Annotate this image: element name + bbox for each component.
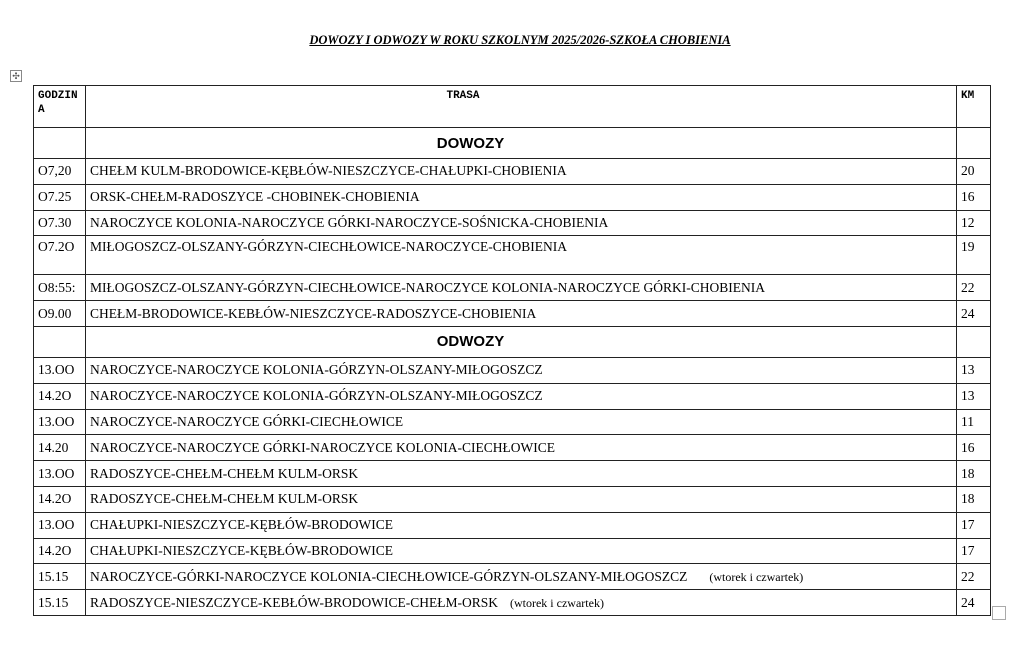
km-cell: 22	[956, 274, 991, 302]
km-cell: 24	[956, 589, 991, 616]
section-label: DOWOZY	[85, 127, 957, 159]
time-cell: 13.OO	[33, 460, 86, 487]
route-cell: NAROCZYCE-GÓRKI-NAROCZYCE KOLONIA-CIECHŁ…	[85, 563, 957, 591]
route-text: CHEŁM-BRODOWICE-KEBŁÓW-NIESZCZYCE-RADOSZ…	[90, 305, 537, 321]
route-cell: NAROCZYCE-NAROCZYCE KOLONIA-GÓRZYN-OLSZA…	[85, 382, 957, 410]
schedule-table: GODZINA TRASA KM DOWOZY O7,20 CHEŁM KULM-B…	[33, 85, 991, 616]
route-cell: NAROCZYCE-NAROCZYCE KOLONIA-GÓRZYN-OLSZA…	[85, 356, 957, 384]
days-note: (wtorek i czwartek)	[709, 569, 804, 584]
header-row: GODZINA TRASA KM	[33, 85, 991, 128]
route-cell: RADOSZYCE-CHEŁM-CHEŁM KULM-ORSK	[85, 460, 957, 487]
route-text: CHEŁM KULM-BRODOWICE-KĘBŁÓW-NIESZCZYCE-C…	[90, 163, 567, 179]
table-move-handle-icon[interactable]: ✣	[10, 70, 22, 82]
route-text: MIŁOGOSZCZ-OLSZANY-GÓRZYN-CIECHŁOWICE-NA…	[90, 239, 567, 255]
days-note: (wtorek i czwartek)	[509, 595, 604, 610]
time-cell: O7.2O	[33, 235, 86, 276]
time-cell: O8:55:	[33, 274, 86, 302]
table-row: O7.30 NAROCZYCE KOLONIA-NAROCZYCE GÓRKI-N…	[33, 209, 991, 237]
table-row: 14.20 NAROCZYCE-NAROCZYCE GÓRKI-NAROCZYCE…	[33, 434, 991, 462]
route-text: NAROCZYCE-NAROCZYCE KOLONIA-GÓRZYN-OLSZA…	[90, 388, 543, 404]
table-row: 13.OO NAROCZYCE-NAROCZYCE GÓRKI-CIECHŁOWI…	[33, 408, 991, 436]
route-text: RADOSZYCE-NIESZCZYCE-KEBŁÓW-BRODOWICE-CH…	[90, 594, 498, 610]
table-row: O7.25 ORSK-CHEŁM-RADOSZYCE -CHOBINEK-CHOB…	[33, 183, 991, 211]
route-text: NAROCZYCE-GÓRKI-NAROCZYCE KOLONIA-CIECHŁ…	[90, 568, 688, 584]
km-cell: 22	[956, 563, 991, 591]
km-cell: 12	[956, 209, 991, 237]
route-text: CHAŁUPKI-NIESZCZYCE-KĘBŁÓW-BRODOWICE	[90, 517, 393, 533]
km-cell: 18	[956, 460, 991, 487]
table-row: 13.OO RADOSZYCE-CHEŁM-CHEŁM KULM-ORSK 18	[33, 460, 991, 487]
route-cell: CHAŁUPKI-NIESZCZYCE-KĘBŁÓW-BRODOWICE	[85, 511, 957, 539]
table-row: 15.15 RADOSZYCE-NIESZCZYCE-KEBŁÓW-BRODOWI…	[33, 589, 991, 616]
km-cell: 13	[956, 382, 991, 410]
section-label: ODWOZY	[85, 325, 957, 358]
table-row: O8:55: MIŁOGOSZCZ-OLSZANY-GÓRZYN-CIECHŁOW…	[33, 274, 991, 302]
route-cell: MIŁOGOSZCZ-OLSZANY-GÓRZYN-CIECHŁOWICE-NA…	[85, 235, 957, 276]
empty-cell	[956, 325, 991, 358]
km-cell: 16	[956, 434, 991, 462]
table-resize-handle[interactable]	[992, 606, 1006, 620]
empty-cell	[956, 127, 991, 159]
km-cell: 20	[956, 158, 991, 185]
table-row: O9.00 CHEŁM-BRODOWICE-KEBŁÓW-NIESZCZYCE-R…	[33, 300, 991, 327]
time-cell: 13.OO	[33, 356, 86, 384]
header-godzina: GODZINA	[33, 85, 86, 128]
document-title: DOWOZY I ODWOZY W ROKU SZKOLNYM 2025/202…	[309, 33, 731, 47]
time-cell: 15.15	[33, 589, 86, 616]
route-cell: ORSK-CHEŁM-RADOSZYCE -CHOBINEK-CHOBIENIA	[85, 183, 957, 211]
table-row: 15.15 NAROCZYCE-GÓRKI-NAROCZYCE KOLONIA-C…	[33, 563, 991, 591]
route-cell: RADOSZYCE-CHEŁM-CHEŁM KULM-ORSK	[85, 485, 957, 513]
route-cell: NAROCZYCE-NAROCZYCE GÓRKI-NAROCZYCE KOLO…	[85, 434, 957, 462]
km-cell: 11	[956, 408, 991, 436]
section-row-dowozy: DOWOZY	[33, 127, 991, 159]
route-text: NAROCZYCE-NAROCZYCE KOLONIA-GÓRZYN-OLSZA…	[90, 362, 543, 378]
time-cell: 13.OO	[33, 408, 86, 436]
time-cell: 13.OO	[33, 511, 86, 539]
time-cell: O7,20	[33, 158, 86, 185]
header-trasa: TRASA	[85, 85, 957, 128]
time-cell: 14.20	[33, 434, 86, 462]
km-cell: 19	[956, 235, 991, 276]
km-cell: 13	[956, 356, 991, 384]
table-row: O7,20 CHEŁM KULM-BRODOWICE-KĘBŁÓW-NIESZCZ…	[33, 158, 991, 185]
time-cell: 15.15	[33, 563, 86, 591]
time-cell: 14.2O	[33, 537, 86, 565]
km-cell: 18	[956, 485, 991, 513]
table-row: 13.OO CHAŁUPKI-NIESZCZYCE-KĘBŁÓW-BRODOWIC…	[33, 511, 991, 539]
route-cell: CHAŁUPKI-NIESZCZYCE-KĘBŁÓW-BRODOWICE	[85, 537, 957, 565]
table-row: 14.2O CHAŁUPKI-NIESZCZYCE-KĘBŁÓW-BRODOWIC…	[33, 537, 991, 565]
km-cell: 24	[956, 300, 991, 327]
route-text: NAROCZYCE KOLONIA-NAROCZYCE GÓRKI-NAROCZ…	[90, 214, 609, 230]
section-row-odwozy: ODWOZY	[33, 325, 991, 358]
time-cell: O9.00	[33, 300, 86, 327]
route-text: CHAŁUPKI-NIESZCZYCE-KĘBŁÓW-BRODOWICE	[90, 542, 393, 558]
km-cell: 17	[956, 537, 991, 565]
table-row: 14.2O NAROCZYCE-NAROCZYCE KOLONIA-GÓRZYN-…	[33, 382, 991, 410]
empty-cell	[33, 127, 86, 159]
route-cell: RADOSZYCE-NIESZCZYCE-KEBŁÓW-BRODOWICE-CH…	[85, 589, 957, 616]
table-row: 13.OO NAROCZYCE-NAROCZYCE KOLONIA-GÓRZYN-…	[33, 356, 991, 384]
km-cell: 16	[956, 183, 991, 211]
time-cell: O7.30	[33, 209, 86, 237]
route-cell: NAROCZYCE-NAROCZYCE GÓRKI-CIECHŁOWICE	[85, 408, 957, 436]
route-text: NAROCZYCE-NAROCZYCE GÓRKI-CIECHŁOWICE	[90, 413, 404, 429]
header-km: KM	[956, 85, 991, 128]
route-text: RADOSZYCE-CHEŁM-CHEŁM KULM-ORSK	[90, 465, 359, 481]
time-cell: 14.2O	[33, 382, 86, 410]
route-text: ORSK-CHEŁM-RADOSZYCE -CHOBINEK-CHOBIENIA	[90, 189, 420, 205]
route-text: RADOSZYCE-CHEŁM-CHEŁM KULM-ORSK	[90, 491, 359, 507]
km-cell: 17	[956, 511, 991, 539]
route-cell: NAROCZYCE KOLONIA-NAROCZYCE GÓRKI-NAROCZ…	[85, 209, 957, 237]
table-row: 14.2O RADOSZYCE-CHEŁM-CHEŁM KULM-ORSK 18	[33, 485, 991, 513]
table-row: O7.2O MIŁOGOSZCZ-OLSZANY-GÓRZYN-CIECHŁOWI…	[33, 235, 991, 276]
time-cell: 14.2O	[33, 485, 86, 513]
route-text: MIŁOGOSZCZ-OLSZANY-GÓRZYN-CIECHŁOWICE-NA…	[90, 279, 765, 295]
route-cell: CHEŁM-BRODOWICE-KEBŁÓW-NIESZCZYCE-RADOSZ…	[85, 300, 957, 327]
empty-cell	[33, 325, 86, 358]
time-cell: O7.25	[33, 183, 86, 211]
route-cell: MIŁOGOSZCZ-OLSZANY-GÓRZYN-CIECHŁOWICE-NA…	[85, 274, 957, 302]
route-cell: CHEŁM KULM-BRODOWICE-KĘBŁÓW-NIESZCZYCE-C…	[85, 158, 957, 185]
route-text: NAROCZYCE-NAROCZYCE GÓRKI-NAROCZYCE KOLO…	[90, 439, 555, 455]
